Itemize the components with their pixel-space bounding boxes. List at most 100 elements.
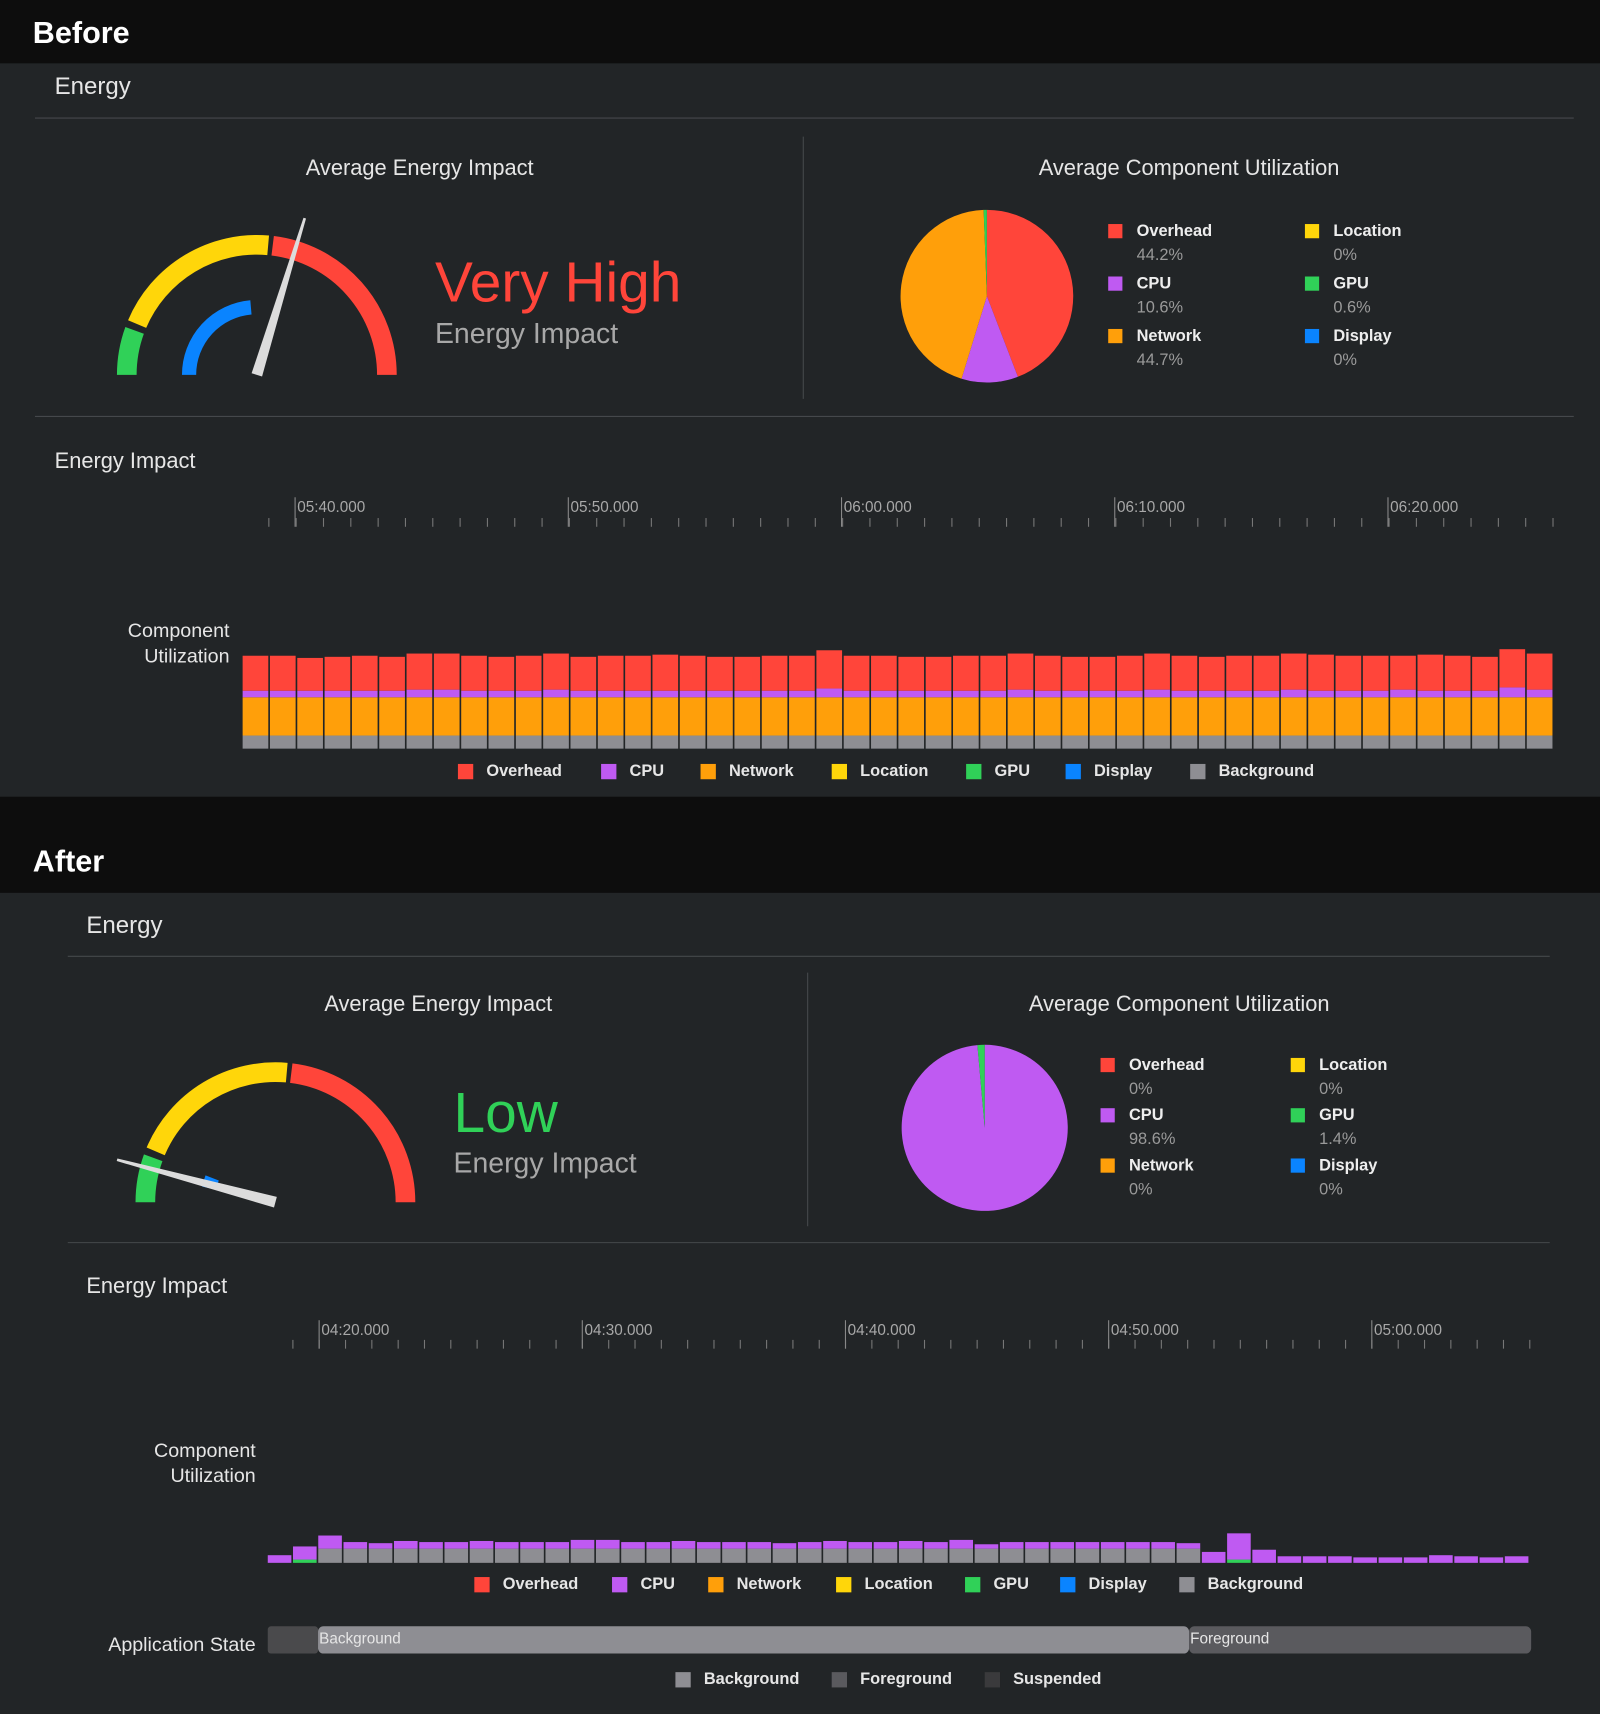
bar-segment xyxy=(297,735,323,749)
bar-segment xyxy=(393,1548,418,1563)
bar-segment xyxy=(925,735,952,749)
bar-segment xyxy=(652,697,679,736)
legend-name: Network xyxy=(729,762,794,780)
bar-segment xyxy=(925,656,952,691)
bar-segment xyxy=(1007,735,1034,749)
bar-segment xyxy=(1198,656,1225,691)
legend-name: Location xyxy=(864,1575,932,1593)
pie-slice xyxy=(977,1044,985,1128)
legend-value: 0% xyxy=(1333,351,1357,369)
legend-swatch xyxy=(1065,763,1081,780)
legend-name: Overhead xyxy=(503,1575,579,1593)
bar-segment xyxy=(293,1546,317,1560)
gauge-low xyxy=(116,327,144,376)
legend-name: Location xyxy=(860,762,928,780)
bar-segment xyxy=(1252,1549,1276,1563)
bar-segment xyxy=(1362,735,1389,749)
legend-swatch xyxy=(836,1577,852,1593)
bar-segment xyxy=(980,735,1007,749)
bar-segment xyxy=(621,1542,645,1549)
bar-segment xyxy=(797,1548,822,1563)
bar-segment xyxy=(898,656,925,691)
bar-segment xyxy=(1472,697,1498,736)
bar-segment xyxy=(646,1548,671,1563)
header-band xyxy=(0,0,1600,64)
bar-segment xyxy=(368,1543,393,1549)
bar-segment xyxy=(1100,1548,1125,1563)
bar-segment xyxy=(379,656,405,691)
bar-segment xyxy=(789,697,815,736)
pie-title: Average Component Utilization xyxy=(1029,991,1330,1016)
legend-swatch xyxy=(1290,1057,1305,1073)
bar-segment xyxy=(570,697,597,736)
bar-segment xyxy=(671,1540,696,1549)
component-label: Component Utilization xyxy=(127,619,230,667)
legend-swatch xyxy=(601,763,617,780)
bar-segment xyxy=(1499,649,1526,688)
legend-swatch xyxy=(1108,276,1123,291)
bar-segment xyxy=(1253,735,1280,749)
legend-swatch xyxy=(700,763,716,780)
bar-segment xyxy=(1126,1548,1150,1563)
bar-segment xyxy=(1116,735,1143,749)
bar-segment xyxy=(1171,735,1198,749)
gauge-high xyxy=(271,236,397,376)
bar-segment xyxy=(461,655,487,691)
bar-segment xyxy=(1302,1556,1327,1563)
bar-segment xyxy=(1417,735,1444,749)
legend-value: 44.7% xyxy=(1137,351,1183,369)
legend-name: CPU xyxy=(640,1575,675,1593)
label-box: Component Utilization xyxy=(154,1439,256,1486)
legend-swatch xyxy=(1304,276,1320,291)
legend-swatch xyxy=(1304,328,1320,344)
bar-segment xyxy=(351,735,378,749)
panel-title: Energy xyxy=(55,73,131,100)
bar-segment xyxy=(1034,690,1061,698)
bar-segment xyxy=(597,655,624,691)
legend-name: Network xyxy=(1137,327,1202,345)
bar-segment xyxy=(1499,697,1526,736)
bar-segment xyxy=(1089,656,1116,691)
bar-segment xyxy=(625,655,651,691)
section-heading: Before xyxy=(33,16,130,50)
bar-segment xyxy=(1499,687,1526,698)
bar-segment xyxy=(1280,653,1307,690)
bar-segment xyxy=(1526,653,1553,690)
legend-value: 1.4% xyxy=(1319,1130,1356,1148)
legend-value: 0% xyxy=(1129,1080,1153,1098)
bar-segment xyxy=(772,1543,797,1549)
bar-segment xyxy=(595,1539,620,1549)
bar-segment xyxy=(1417,697,1444,736)
legend-name: Background xyxy=(1208,1575,1304,1593)
legend-value: 0.6% xyxy=(1333,299,1370,317)
bar-segment xyxy=(597,697,624,736)
bar-segment xyxy=(871,690,897,698)
bar-segment xyxy=(1335,690,1362,698)
bar-segment xyxy=(1253,655,1280,691)
bar-segment xyxy=(707,656,733,691)
bar-segment xyxy=(368,1548,393,1563)
bar-segment xyxy=(1198,690,1225,698)
bar-segment xyxy=(1353,1557,1377,1563)
bar-segment xyxy=(679,655,706,691)
bar-segment xyxy=(734,656,761,691)
bar-segment xyxy=(789,735,815,749)
bar-segment xyxy=(379,697,405,736)
bar-segment xyxy=(543,697,569,736)
bar-segment xyxy=(974,1548,999,1563)
bar-segment xyxy=(1171,655,1198,691)
bar-segment xyxy=(816,688,843,698)
gauge-high xyxy=(289,1063,416,1203)
bar-segment xyxy=(1226,697,1252,736)
bar-segment xyxy=(1335,697,1362,736)
bar-segment xyxy=(924,1542,948,1549)
bar-segment xyxy=(520,1548,544,1563)
bar-segment xyxy=(999,1542,1024,1549)
bar-segment xyxy=(1144,735,1170,749)
rating: Low xyxy=(454,1082,559,1145)
bar-segment xyxy=(515,735,542,749)
pie-slice xyxy=(901,1044,1068,1211)
bar-segment xyxy=(1116,655,1143,691)
bar-segment xyxy=(406,689,433,698)
